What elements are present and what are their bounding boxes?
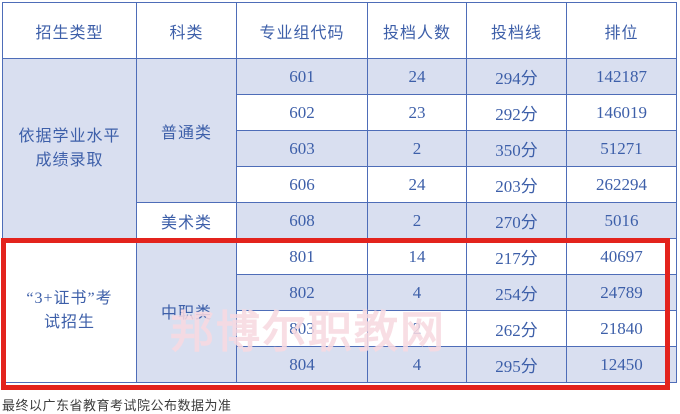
cell-group-code: 804 — [236, 346, 368, 383]
cell-rank: 142187 — [566, 58, 677, 95]
cell-score-line: 262分 — [466, 310, 567, 347]
table-row: 602 23 292分 146019 — [3, 94, 677, 131]
cell-group-code: 608 — [236, 202, 368, 239]
col-header-admission-type: 招生类型 — [2, 2, 137, 59]
table-row: 804 4 295分 12450 — [3, 346, 677, 383]
cell-category-art: 美术类 — [136, 202, 237, 239]
cell-rank: 5016 — [566, 202, 677, 239]
cell-score-line: 270分 — [466, 202, 567, 239]
col-header-rank: 排位 — [566, 2, 677, 59]
cell-category-general: 普通类 — [136, 58, 237, 203]
col-header-applicant-count: 投档人数 — [367, 2, 467, 59]
col-header-category: 科类 — [136, 2, 237, 59]
cell-admission-type-academic: 依据学业水平成绩录取 — [2, 58, 137, 239]
admissions-score-table: 招生类型 科类 专业组代码 投档人数 投档线 排位 依据学业水平成绩录取 普通类… — [2, 2, 677, 383]
table-row: 603 2 350分 51271 — [3, 130, 677, 167]
table-row: 依据学业水平成绩录取 普通类 601 24 294分 142187 — [2, 58, 677, 239]
table-row: 803 2 262分 21840 — [3, 310, 677, 347]
footnote-text: 最终以广东省教育考试院公布数据为准 — [2, 398, 232, 413]
cell-applicant-count: 23 — [367, 94, 467, 131]
cell-applicant-count: 4 — [367, 274, 467, 311]
cell-score-line: 217分 — [466, 238, 567, 275]
cell-applicant-count: 2 — [367, 310, 467, 347]
cell-group-code: 601 — [236, 58, 368, 95]
cell-score-line: 292分 — [466, 94, 567, 131]
site-watermark: 邦博尔职教网 — [170, 308, 446, 357]
cell-rank: 51271 — [566, 130, 677, 167]
cell-score-line: 254分 — [466, 274, 567, 311]
cell-group-code: 603 — [236, 130, 368, 167]
cell-applicant-count: 2 — [367, 202, 467, 239]
col-header-score-line: 投档线 — [466, 2, 567, 59]
header-row: 招生类型 科类 专业组代码 投档人数 投档线 排位 — [2, 2, 677, 59]
cell-applicant-count: 24 — [367, 166, 467, 203]
cell-category-vocational: 中职类 — [136, 238, 237, 383]
cell-group-code: 602 — [236, 94, 368, 131]
cell-admission-type-certificate: “3+证书”考试招生 — [2, 238, 137, 383]
cell-rank: 24789 — [566, 274, 677, 311]
cell-rank: 12450 — [566, 346, 677, 383]
cell-applicant-count: 4 — [367, 346, 467, 383]
cell-applicant-count: 14 — [367, 238, 467, 275]
cell-rank: 40697 — [566, 238, 677, 275]
cell-score-line: 295分 — [466, 346, 567, 383]
cell-score-line: 203分 — [466, 166, 567, 203]
cell-rank: 146019 — [566, 94, 677, 131]
cell-applicant-count: 2 — [367, 130, 467, 167]
cell-group-code: 801 — [236, 238, 368, 275]
table-row: 606 24 203分 262294 — [3, 166, 677, 203]
cell-group-code: 606 — [236, 166, 368, 203]
table-row: “3+证书”考试招生 中职类 801 14 217分 40697 — [2, 238, 677, 383]
table-row: 802 4 254分 24789 — [3, 274, 677, 311]
cell-rank: 262294 — [566, 166, 677, 203]
cell-score-line: 350分 — [466, 130, 567, 167]
col-header-group-code: 专业组代码 — [236, 2, 368, 59]
cell-applicant-count: 24 — [367, 58, 467, 95]
cell-score-line: 294分 — [466, 58, 567, 95]
cell-rank: 21840 — [566, 310, 677, 347]
cell-group-code: 802 — [236, 274, 368, 311]
cell-group-code: 803 — [236, 310, 368, 347]
